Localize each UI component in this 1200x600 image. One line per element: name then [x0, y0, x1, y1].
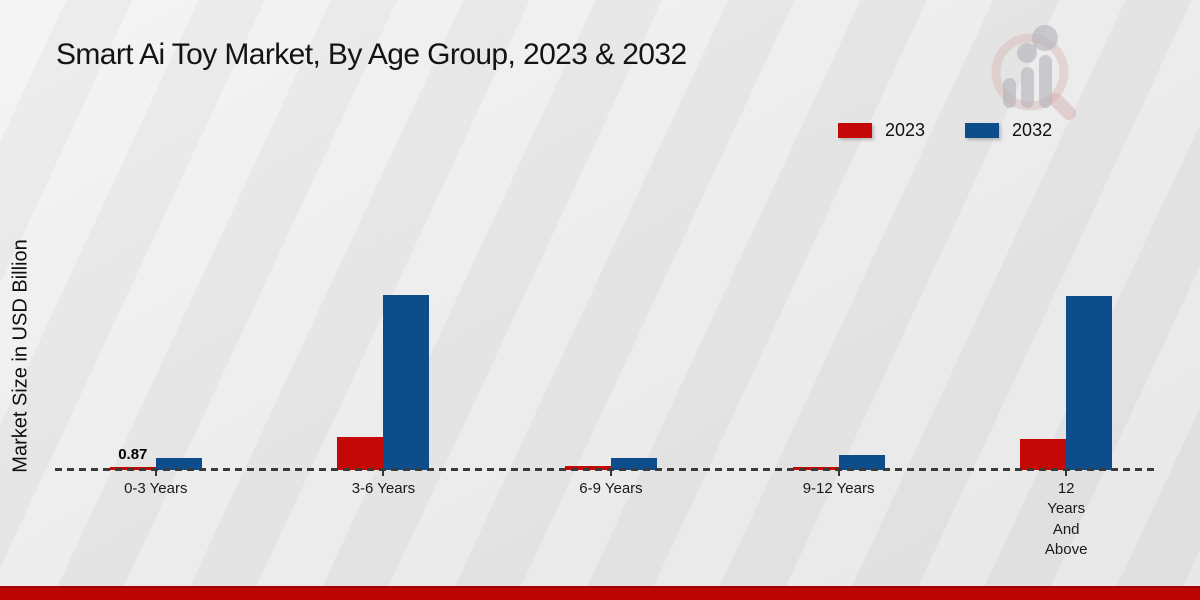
bar-2023-3-6-years	[337, 437, 384, 470]
bar-2032-3-6-years	[383, 295, 430, 470]
legend-item-2023: 2023	[838, 120, 925, 141]
market-research-future-logo-watermark	[991, 25, 1076, 120]
legend-label-2032: 2032	[1012, 120, 1053, 140]
bar-trend-icon	[1003, 25, 1058, 108]
category-label-3-6-years: 3-6 Years	[351, 480, 416, 497]
category-label-9-12-years: 9-12 Years	[802, 480, 875, 497]
bar-2023-12-years-and-above	[1020, 439, 1067, 470]
bar-2032-12-years-and-above	[1066, 296, 1113, 470]
category-label-0-3-years: 0-3 Years	[124, 480, 188, 497]
axis-tick-6-9-years	[610, 470, 612, 476]
bar-2032-9-12-years	[838, 455, 885, 470]
legend-label-2023: 2023	[885, 120, 926, 140]
bar-2032-6-9-years	[611, 458, 657, 470]
axis-tick-12-years-and-above	[1065, 470, 1068, 476]
legend-swatch-2023	[838, 123, 872, 138]
bar-2032-0-3-years	[155, 458, 202, 470]
legend-swatch-2032	[965, 123, 1000, 138]
axis-tick-0-3-years	[154, 470, 157, 476]
value-label-2023-0-3-years: 0.87	[118, 446, 148, 463]
footer-accent-bar	[0, 586, 1200, 600]
category-label-12-years-and-above: 12 Years And Above	[1044, 480, 1088, 558]
magnifier-handle-icon	[1049, 93, 1076, 120]
legend: 2023 2032	[838, 120, 1052, 141]
x-axis-baseline	[55, 468, 1158, 471]
axis-tick-3-6-years	[382, 470, 385, 476]
legend-item-2032: 2032	[965, 120, 1052, 141]
category-label-6-9-years: 6-9 Years	[579, 480, 643, 497]
axis-tick-9-12-years	[837, 470, 840, 476]
chart-title: Smart Ai Toy Market, By Age Group, 2023 …	[56, 38, 687, 71]
